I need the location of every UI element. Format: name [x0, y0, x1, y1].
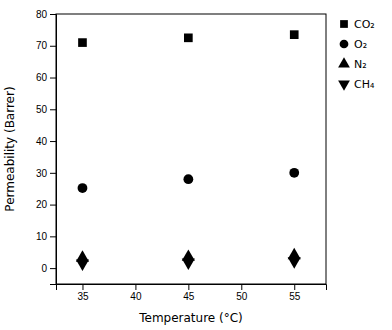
- tick-mark: [50, 268, 56, 269]
- tick: 80: [36, 9, 56, 20]
- tick-mark: [50, 109, 56, 110]
- tick-mark: [50, 236, 56, 237]
- tick-label: 45: [183, 291, 195, 302]
- legend-label: CH₄: [354, 78, 375, 91]
- tick-label: 55: [289, 291, 301, 302]
- tick: 45: [183, 284, 195, 302]
- tick-label: 70: [36, 40, 48, 51]
- tick: 40: [130, 284, 142, 302]
- legend-item: CO₂: [340, 18, 375, 31]
- point: [184, 33, 193, 42]
- tick: 0: [41, 263, 56, 274]
- tick: 40: [36, 136, 56, 147]
- tick-label: 20: [36, 199, 48, 210]
- y-axis: 0 10 20 30 40 50 60 70 80: [36, 9, 57, 285]
- tick-label: 40: [36, 136, 48, 147]
- tick: 35: [77, 284, 89, 302]
- tick-label: 0: [41, 263, 47, 274]
- x-axis-title: Temperature (°C): [138, 311, 243, 325]
- axis-line: [57, 285, 327, 291]
- tick-mark: [50, 46, 56, 47]
- tick: 50: [236, 284, 248, 302]
- series: [78, 168, 300, 193]
- tick-label: 35: [77, 291, 89, 302]
- point: [183, 174, 193, 184]
- legend: CO₂ O₂ N₂ CH₄: [338, 18, 375, 91]
- tick-label: 10: [36, 231, 48, 242]
- chart: 35 40 45 50 55 0 10 20 30 40 50 60 70 80 Temperature (…: [0, 0, 392, 330]
- point: [289, 168, 299, 178]
- legend-item: O₂: [340, 38, 367, 51]
- legend-marker: [338, 81, 350, 91]
- y-axis-title: Permeability (Barrer): [3, 86, 17, 211]
- plot-frame: [56, 14, 326, 284]
- legend-marker: [340, 20, 348, 28]
- legend-item: CH₄: [338, 78, 375, 91]
- series: [76, 257, 301, 271]
- tick-mark: [50, 173, 56, 174]
- tick-label: 30: [36, 168, 48, 179]
- tick: 10: [36, 231, 56, 242]
- tick-mark: [50, 78, 56, 79]
- tick-mark: [241, 284, 242, 290]
- tick: 70: [36, 40, 56, 51]
- tick-mark: [188, 284, 189, 290]
- point: [76, 260, 89, 271]
- tick: 20: [36, 199, 56, 210]
- legend-label: CO₂: [354, 18, 375, 31]
- point: [182, 259, 195, 270]
- axis-line: [50, 15, 57, 285]
- tick: 55: [289, 284, 301, 302]
- points: [76, 30, 301, 271]
- tick: 30: [36, 168, 56, 179]
- point: [78, 38, 87, 47]
- point: [290, 30, 299, 39]
- tick-label: 60: [36, 72, 48, 83]
- tick-mark: [50, 141, 56, 142]
- tick-mark: [50, 14, 56, 15]
- tick-mark: [135, 284, 136, 290]
- point: [288, 257, 301, 268]
- tick: 60: [36, 72, 56, 83]
- tick-label: 50: [36, 104, 48, 115]
- x-axis: 35 40 45 50 55: [57, 284, 327, 302]
- tick-mark: [294, 284, 295, 290]
- tick-mark: [50, 205, 56, 206]
- legend-label: O₂: [354, 38, 367, 51]
- tick: 50: [36, 104, 56, 115]
- tick-label: 50: [236, 291, 248, 302]
- legend-marker: [338, 57, 350, 67]
- plot: 35 40 45 50 55 0 10 20 30 40 50 60 70 80 Temperature (…: [3, 9, 327, 325]
- legend-item: N₂: [338, 57, 367, 71]
- point: [78, 183, 88, 193]
- tick-mark: [82, 284, 83, 290]
- tick-label: 80: [36, 9, 48, 20]
- legend-label: N₂: [354, 58, 367, 71]
- series: [78, 30, 298, 47]
- tick-label: 40: [130, 291, 142, 302]
- legend-marker: [340, 40, 349, 49]
